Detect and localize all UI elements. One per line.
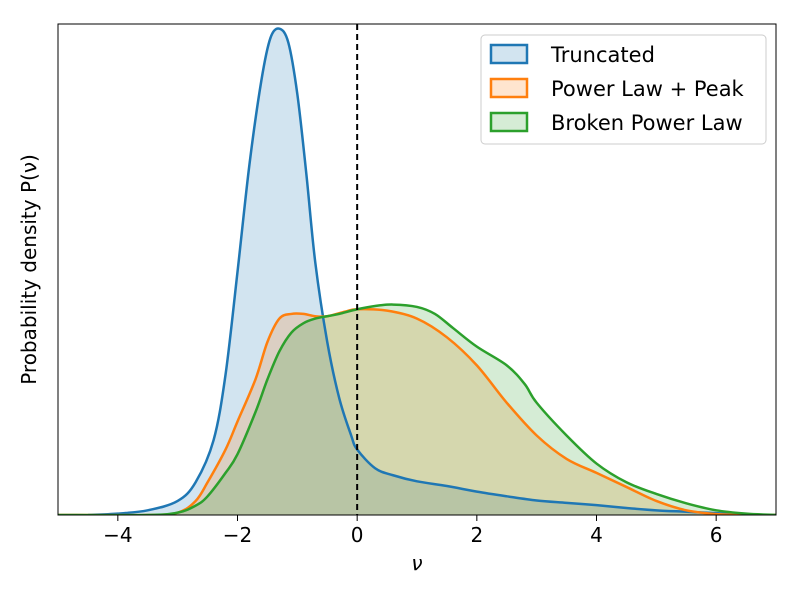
x-tick-label: −4 bbox=[103, 523, 132, 547]
x-axis-label: ν bbox=[411, 551, 422, 575]
legend-swatch bbox=[489, 111, 529, 133]
legend-label: Broken Power Law bbox=[551, 111, 743, 135]
density-lines bbox=[58, 27, 776, 515]
plot-frame bbox=[57, 23, 777, 516]
x-tick-label: 4 bbox=[590, 523, 603, 547]
x-tick-label: 6 bbox=[710, 523, 723, 547]
legend-box bbox=[480, 34, 767, 145]
y-axis-label: Probability density P(ν) bbox=[17, 154, 41, 385]
x-tick-label: 2 bbox=[470, 523, 483, 547]
area-power-law-peak bbox=[58, 309, 776, 515]
density-fills bbox=[58, 28, 776, 515]
line-truncated bbox=[87, 27, 776, 515]
area-truncated bbox=[87, 28, 776, 515]
legend-swatch bbox=[489, 77, 529, 99]
legend: Truncated Power Law + Peak Broken Power La… bbox=[480, 34, 767, 145]
x-axis-ticks: −4 −2 0 2 4 6 bbox=[103, 515, 723, 547]
legend-label: Truncated bbox=[550, 43, 655, 67]
line-broken-power-law bbox=[58, 303, 776, 515]
legend-label: Power Law + Peak bbox=[551, 77, 745, 101]
area-broken-power-law bbox=[58, 304, 776, 515]
x-tick-label: −2 bbox=[223, 523, 252, 547]
x-tick-label: 0 bbox=[351, 523, 364, 547]
legend-swatch bbox=[489, 43, 529, 65]
